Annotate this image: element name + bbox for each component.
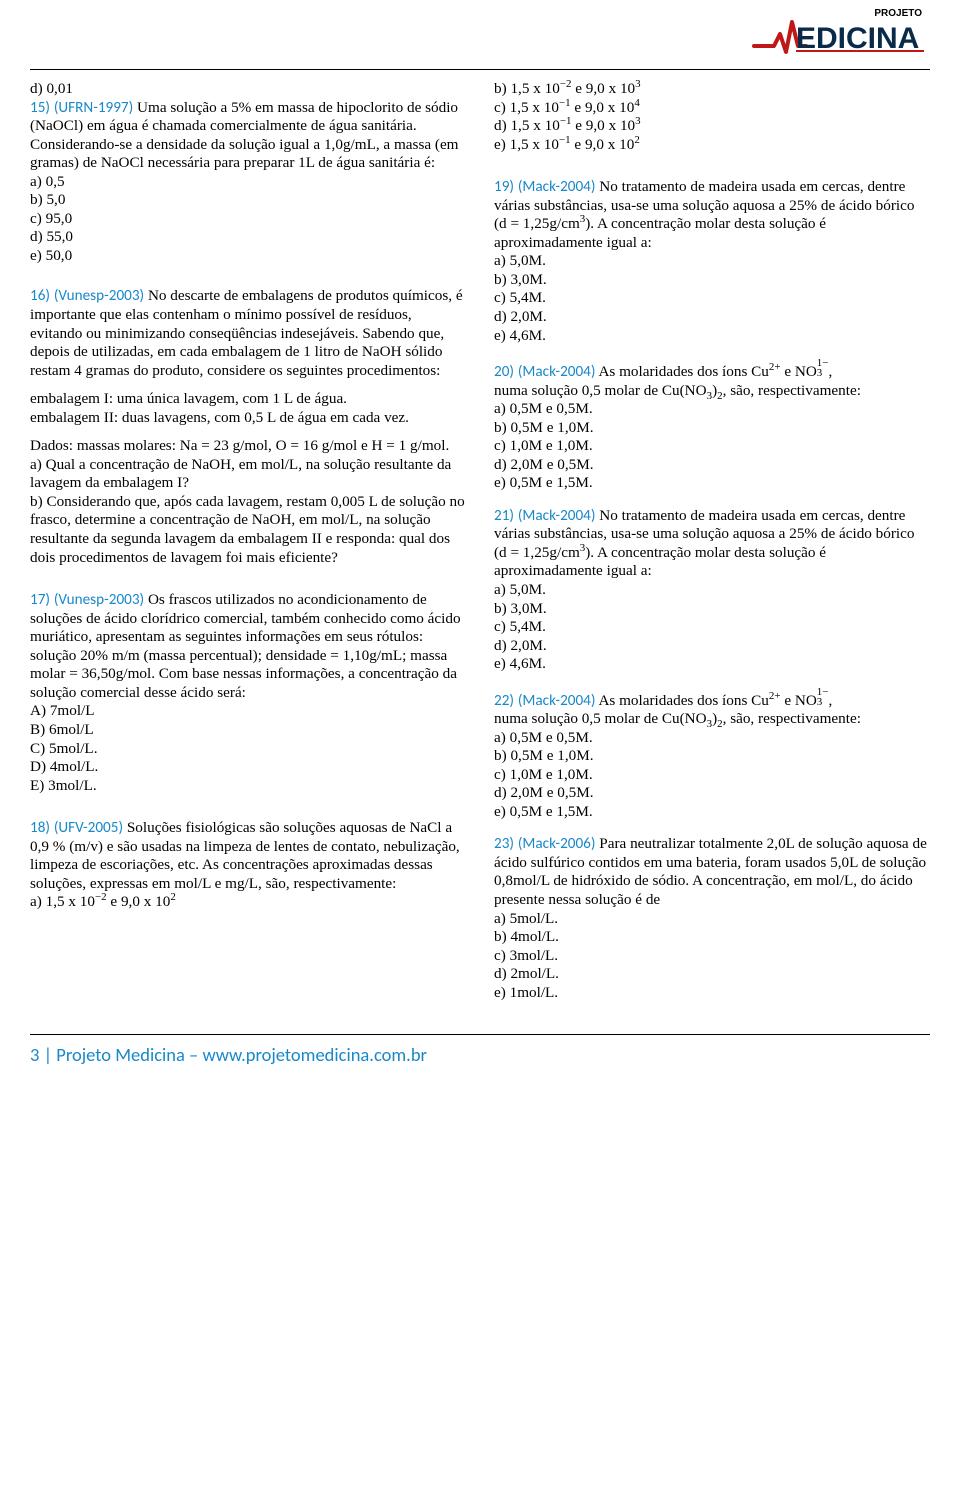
option-d: D) 4mol/L. xyxy=(30,758,466,777)
question-16: 16) (Vunesp-2003) No descarte de embalag… xyxy=(30,287,466,567)
option-c: C) 5mol/L. xyxy=(30,740,466,759)
option-a: a) 0,5M e 0,5M. xyxy=(494,400,930,419)
option-c: c) 1,0M e 1,0M. xyxy=(494,437,930,456)
option-b: b) 3,0M. xyxy=(494,271,930,290)
question-text: Considerando-se a densidade da solução i… xyxy=(30,136,466,173)
option-a: a) 0,5 xyxy=(30,173,466,192)
page-header: PROJETO EDICINA xyxy=(30,0,930,70)
question-18: 18) (UFV-2005) Soluções fisiológicas são… xyxy=(30,819,466,912)
question-18-options-cont: b) 1,5 x 10−2 e 9,0 x 103 c) 1,5 x 10−1 … xyxy=(494,80,930,154)
question-number: 16) xyxy=(30,287,50,305)
question-number: 23) xyxy=(494,835,514,853)
question-23: 23) (Mack-2006) Para neutralizar totalme… xyxy=(494,835,930,1002)
question-text: numa solução 0,5 molar de Cu(NO3)2, são,… xyxy=(494,382,930,401)
orphan-option-d: d) 0,01 xyxy=(30,80,466,99)
question-number: 15) xyxy=(30,99,50,117)
question-source: (Mack-2004) xyxy=(518,363,596,381)
question-text: numa solução 0,5 molar de Cu(NO3)2, são,… xyxy=(494,710,930,729)
option-e: e) 0,5M e 1,5M. xyxy=(494,803,930,822)
option-a: a) 0,5M e 0,5M. xyxy=(494,729,930,748)
option-e: e) 0,5M e 1,5M. xyxy=(494,474,930,493)
question-number: 20) xyxy=(494,363,514,381)
procedure-1: embalagem I: uma única lavagem, com 1 L … xyxy=(30,390,466,409)
question-number: 17) xyxy=(30,591,50,609)
option-a: a) Qual a concentração de NaOH, em mol/L… xyxy=(30,456,466,493)
question-number: 21) xyxy=(494,507,514,525)
footer-site: Projeto Medicina – www.projetomedicina.c… xyxy=(56,1043,427,1066)
question-source: (UFRN-1997) xyxy=(54,99,133,117)
option-d: d) 2,0M. xyxy=(494,308,930,327)
option-b: b) 0,5M e 1,0M. xyxy=(494,419,930,438)
question-22: 22) (Mack-2004) As molaridades dos íons … xyxy=(494,688,930,822)
option-a: a) 5,0M. xyxy=(494,252,930,271)
option-c: c) 1,0M e 1,0M. xyxy=(494,766,930,785)
procedure-2: embalagem II: duas lavagens, com 0,5 L d… xyxy=(30,409,466,428)
option-a: a) 5,0M. xyxy=(494,581,930,600)
question-number: 19) xyxy=(494,178,514,196)
option-e: e) 4,6M. xyxy=(494,655,930,674)
data-line: Dados: massas molares: Na = 23 g/mol, O … xyxy=(30,437,466,456)
option-b: B) 6mol/L xyxy=(30,721,466,740)
question-20: 20) (Mack-2004) As molaridades dos íons … xyxy=(494,359,930,493)
page-footer: 3 | Projeto Medicina – www.projetomedici… xyxy=(30,1034,930,1078)
option-a: a) 1,5 x 10−2 e 9,0 x 102 xyxy=(30,893,466,912)
question-source: (Vunesp-2003) xyxy=(54,287,144,305)
question-15: 15) (UFRN-1997) Uma solução a 5% em mass… xyxy=(30,99,466,266)
option-a: A) 7mol/L xyxy=(30,702,466,721)
question-17: 17) (Vunesp-2003) Os frascos utilizados … xyxy=(30,591,466,795)
option-e: e) 4,6M. xyxy=(494,327,930,346)
option-d: d) 2,0M e 0,5M. xyxy=(494,784,930,803)
option-c: c) 3mol/L. xyxy=(494,947,930,966)
option-b: b) 5,0 xyxy=(30,191,466,210)
option-d: d) 2,0M e 0,5M. xyxy=(494,456,930,475)
right-column: b) 1,5 x 10−2 e 9,0 x 103 c) 1,5 x 10−1 … xyxy=(494,80,930,1016)
option-e: e) 50,0 xyxy=(30,247,466,266)
option-b: b) 0,5M e 1,0M. xyxy=(494,747,930,766)
question-19: 19) (Mack-2004) No tratamento de madeira… xyxy=(494,178,930,345)
question-21: 21) (Mack-2004) No tratamento de madeira… xyxy=(494,507,930,674)
question-number: 18) xyxy=(30,819,50,837)
question-source: (Vunesp-2003) xyxy=(54,591,144,609)
question-source: (UFV-2005) xyxy=(54,819,123,837)
option-d: d) 55,0 xyxy=(30,228,466,247)
question-source: (Mack-2004) xyxy=(518,507,596,525)
content-columns: d) 0,01 15) (UFRN-1997) Uma solução a 5%… xyxy=(0,70,960,1016)
logo: PROJETO EDICINA xyxy=(746,4,926,58)
option-b: b) 4mol/L. xyxy=(494,928,930,947)
option-b: b) Considerando que, após cada lavagem, … xyxy=(30,493,466,567)
question-source: (Mack-2004) xyxy=(518,692,596,710)
option-b: b) 3,0M. xyxy=(494,600,930,619)
footer-sep: | xyxy=(39,1043,56,1066)
option-e: E) 3mol/L. xyxy=(30,777,466,796)
option-d: d) 2,0M. xyxy=(494,637,930,656)
question-source: (Mack-2006) xyxy=(518,835,596,853)
option-c: c) 5,4M. xyxy=(494,289,930,308)
option-a: a) 5mol/L. xyxy=(494,910,930,929)
page-number: 3 xyxy=(30,1043,39,1066)
option-d: d) 2mol/L. xyxy=(494,965,930,984)
option-e: e) 1,5 x 10−1 e 9,0 x 102 xyxy=(494,136,930,155)
left-column: d) 0,01 15) (UFRN-1997) Uma solução a 5%… xyxy=(30,80,466,1016)
option-c: c) 5,4M. xyxy=(494,618,930,637)
question-source: (Mack-2004) xyxy=(518,178,596,196)
question-number: 22) xyxy=(494,692,514,710)
option-e: e) 1mol/L. xyxy=(494,984,930,1003)
option-c: c) 95,0 xyxy=(30,210,466,229)
logo-small-text: PROJETO xyxy=(874,8,922,19)
